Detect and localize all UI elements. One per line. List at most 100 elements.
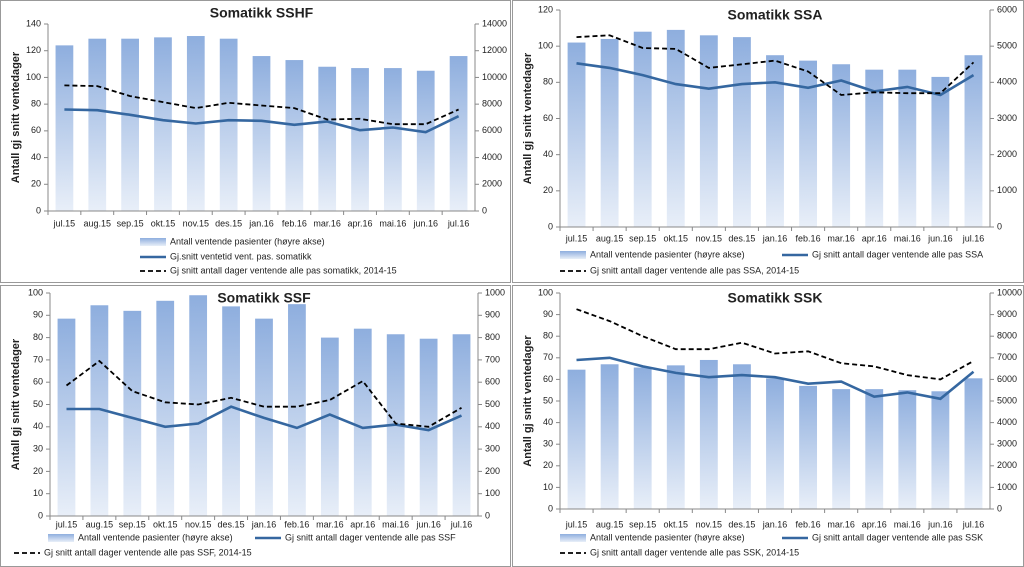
y2-tick-label: 6000 (482, 125, 502, 135)
x-tick-label: jul.16 (450, 519, 473, 529)
y2-tick-label: 12000 (482, 45, 507, 55)
y2-tick-label: 1000 (485, 287, 505, 297)
bar (219, 38, 238, 211)
x-tick-label: mar.16 (316, 519, 344, 529)
y2-tick-label: 400 (485, 421, 500, 431)
chart-title: Somatikk SSF (217, 290, 311, 306)
bar (865, 69, 884, 227)
bar (88, 38, 107, 211)
line-series (64, 108, 460, 134)
legend-label: Gj snitt antall dager ventende alle pas … (44, 547, 252, 557)
bar (353, 328, 372, 516)
y-axis-label: Antall gj snitt ventedager (522, 335, 534, 467)
x-tick-label: des.15 (728, 519, 755, 529)
y2-tick-label: 300 (485, 443, 500, 453)
chart-panel: Somatikk SSHF Antall gj snitt ventedager 0… (0, 0, 511, 283)
y2-tick-label: 4000 (997, 77, 1017, 87)
bar (55, 45, 74, 211)
y-tick-label: 70 (33, 354, 43, 364)
bar (898, 69, 917, 227)
x-tick-label: jan.16 (762, 519, 788, 529)
bar (964, 55, 983, 228)
bar (320, 337, 339, 516)
legend-label: Gj snitt antall dager ventende alle pas … (285, 532, 456, 542)
x-tick-label: aug.15 (84, 218, 112, 228)
x-tick-label: mar.16 (827, 519, 855, 529)
x-tick-label: mar.16 (827, 233, 855, 243)
y-tick-label: 120 (26, 45, 41, 55)
legend-label: Antall ventende pasienter (høyre akse) (590, 532, 745, 542)
y-tick-label: 80 (33, 332, 43, 342)
y-tick-label: 80 (543, 77, 553, 87)
x-tick-label: jan.16 (248, 218, 274, 228)
bar (964, 378, 983, 509)
y-axis-label: Antall gj snitt ventedager (522, 52, 534, 184)
y2-tick-label: 9000 (997, 309, 1017, 319)
bar (832, 64, 851, 227)
y-tick-label: 10 (33, 488, 43, 498)
x-tick-label: mai.16 (379, 218, 406, 228)
bar (123, 310, 142, 516)
line-series (576, 62, 975, 97)
y-tick-label: 0 (36, 205, 41, 215)
bar (865, 389, 884, 509)
bar (666, 365, 685, 509)
x-tick-label: aug.15 (596, 233, 624, 243)
bar (285, 60, 304, 211)
y-tick-label: 140 (26, 18, 41, 28)
x-tick-label: aug.15 (596, 519, 624, 529)
line-series (576, 308, 974, 381)
bar (452, 334, 471, 516)
legend-label: Gj snitt antall dager ventende alle pas … (170, 265, 397, 275)
bar (449, 56, 468, 211)
y2-tick-label: 2000 (997, 460, 1017, 470)
x-tick-label: sep.15 (119, 519, 146, 529)
y2-tick-label: 1000 (997, 185, 1017, 195)
x-tick-label: nov.15 (696, 233, 722, 243)
x-tick-label: mai.16 (894, 233, 921, 243)
line-series (64, 84, 459, 126)
chart-panel: Somatikk SSA Antall gj snitt ventedager 0 2… (512, 0, 1024, 283)
x-tick-label: jun.16 (927, 519, 953, 529)
legend-label: Antall ventende pasienter (høyre akse) (170, 236, 325, 246)
y-tick-label: 100 (28, 287, 43, 297)
y-tick-label: 40 (543, 149, 553, 159)
bar (156, 300, 175, 516)
x-tick-label: mai.16 (894, 519, 921, 529)
x-tick-label: jan.16 (762, 233, 788, 243)
y2-tick-label: 200 (485, 466, 500, 476)
y2-tick-label: 3000 (997, 113, 1017, 123)
x-tick-label: jul.16 (962, 519, 985, 529)
y2-tick-label: 6000 (997, 374, 1017, 384)
bar (252, 56, 271, 211)
bar (416, 70, 435, 211)
x-tick-label: okt.15 (151, 218, 176, 228)
x-tick-label: jun.16 (927, 233, 953, 243)
bar (567, 42, 586, 227)
x-tick-label: feb.16 (796, 233, 821, 243)
line-series (65, 359, 462, 428)
y-tick-label: 60 (543, 113, 553, 123)
y-tick-label: 40 (543, 417, 553, 427)
x-tick-label: sep.15 (629, 519, 656, 529)
y2-tick-label: 8000 (482, 99, 502, 109)
y2-tick-label: 3000 (997, 439, 1017, 449)
y2-tick-label: 5000 (997, 395, 1017, 405)
y2-tick-label: 700 (485, 354, 500, 364)
x-tick-label: feb.16 (796, 519, 821, 529)
y-tick-label: 90 (33, 310, 43, 320)
x-tick-label: jan.16 (251, 519, 277, 529)
y-tick-label: 30 (543, 439, 553, 449)
x-tick-label: mai.16 (382, 519, 409, 529)
bar (57, 318, 76, 516)
y2-tick-label: 2000 (997, 149, 1017, 159)
y2-tick-label: 2000 (482, 179, 502, 189)
legend-label: Antall ventende pasienter (høyre akse) (78, 532, 233, 542)
x-tick-label: nov.15 (183, 218, 209, 228)
x-tick-label: jul.16 (962, 233, 985, 243)
x-tick-label: des.15 (215, 218, 242, 228)
x-tick-label: jun.16 (415, 519, 441, 529)
x-tick-label: jul.15 (565, 519, 588, 529)
y-tick-label: 60 (543, 374, 553, 384)
x-tick-label: apr.16 (350, 519, 375, 529)
